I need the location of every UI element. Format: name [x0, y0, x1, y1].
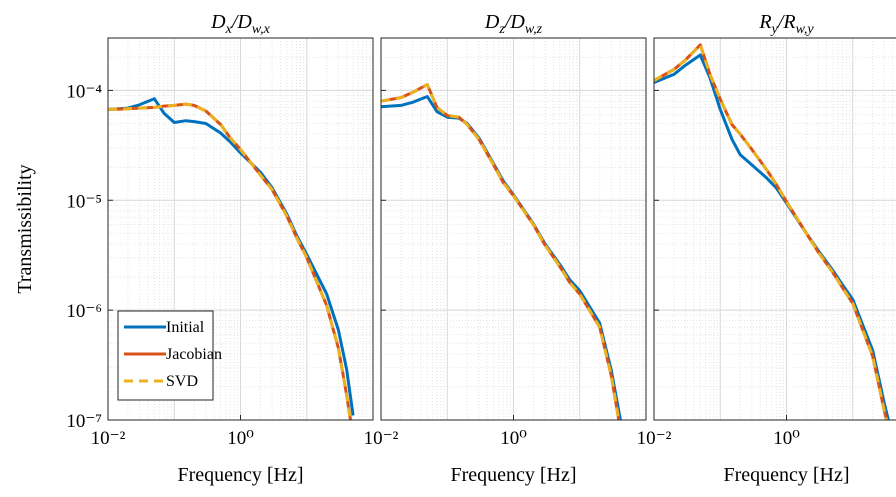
- lines: [654, 43, 890, 420]
- x-axis-label: Frequency [Hz]: [450, 464, 576, 486]
- title-subscript: y: [770, 22, 779, 37]
- axes-box: [653, 37, 896, 421]
- x-tick-label: 10⁻²: [637, 428, 672, 449]
- lines: [108, 97, 355, 420]
- panel: 10⁻² 10⁰ Dz/Dw,z Frequency [Hz]: [364, 11, 647, 486]
- series-line: [654, 53, 890, 420]
- y-tick-label: 10⁻⁷: [66, 411, 102, 432]
- panel-title: Dx/Dw,x: [210, 11, 270, 37]
- title-subscript: w,y: [796, 22, 815, 37]
- title-text: /D: [231, 11, 253, 33]
- x-tick-label: 10⁰: [773, 428, 800, 449]
- y-tick-label: 10⁻⁵: [66, 191, 102, 212]
- legend: Initial Jacobian SVD: [117, 310, 222, 401]
- title-text: /D: [504, 11, 526, 33]
- series-line: [108, 97, 355, 416]
- x-tick-label: 10⁰: [500, 428, 527, 449]
- title-text: /R: [777, 11, 796, 33]
- title-text: D: [210, 11, 226, 33]
- panel: 10⁻⁷ 10⁻⁶ 10⁻⁵ 10⁻⁴ 10⁻² 10⁰ Dx/Dw,x Frequency …: [14, 11, 374, 486]
- lines: [381, 83, 622, 420]
- series-line: [108, 102, 353, 420]
- x-tick-label: 10⁻²: [364, 428, 399, 449]
- title-text: D: [484, 11, 500, 33]
- x-tick-label: 10⁻²: [91, 428, 126, 449]
- legend-label: SVD: [166, 373, 198, 390]
- y-tick-label: 10⁻⁶: [66, 301, 102, 322]
- y-axis-label: Transmissibility: [14, 164, 36, 293]
- panel-title: Ry/Rw,y: [758, 11, 814, 37]
- x-axis-label: Frequency [Hz]: [723, 464, 849, 486]
- series-line: [381, 83, 621, 420]
- x-axis-label: Frequency [Hz]: [177, 464, 303, 486]
- panel-title: Dz/Dw,z: [484, 11, 543, 37]
- title-subscript: x: [225, 22, 233, 37]
- title-text: R: [758, 11, 771, 33]
- axes-box: [380, 37, 647, 421]
- legend-label: Jacobian: [166, 346, 222, 363]
- series-line: [654, 43, 889, 420]
- title-subscript: z: [498, 22, 505, 37]
- y-tick-label: 10⁻⁴: [66, 81, 102, 102]
- legend-label: Initial: [166, 319, 205, 336]
- title-subscript: w,z: [525, 22, 543, 37]
- title-subscript: w,x: [252, 22, 271, 37]
- axes-box: [107, 37, 374, 421]
- panel: 10⁻² 10⁰ Ry/Rw,y Frequency [Hz]: [637, 11, 896, 486]
- x-tick-label: 10⁰: [227, 428, 254, 449]
